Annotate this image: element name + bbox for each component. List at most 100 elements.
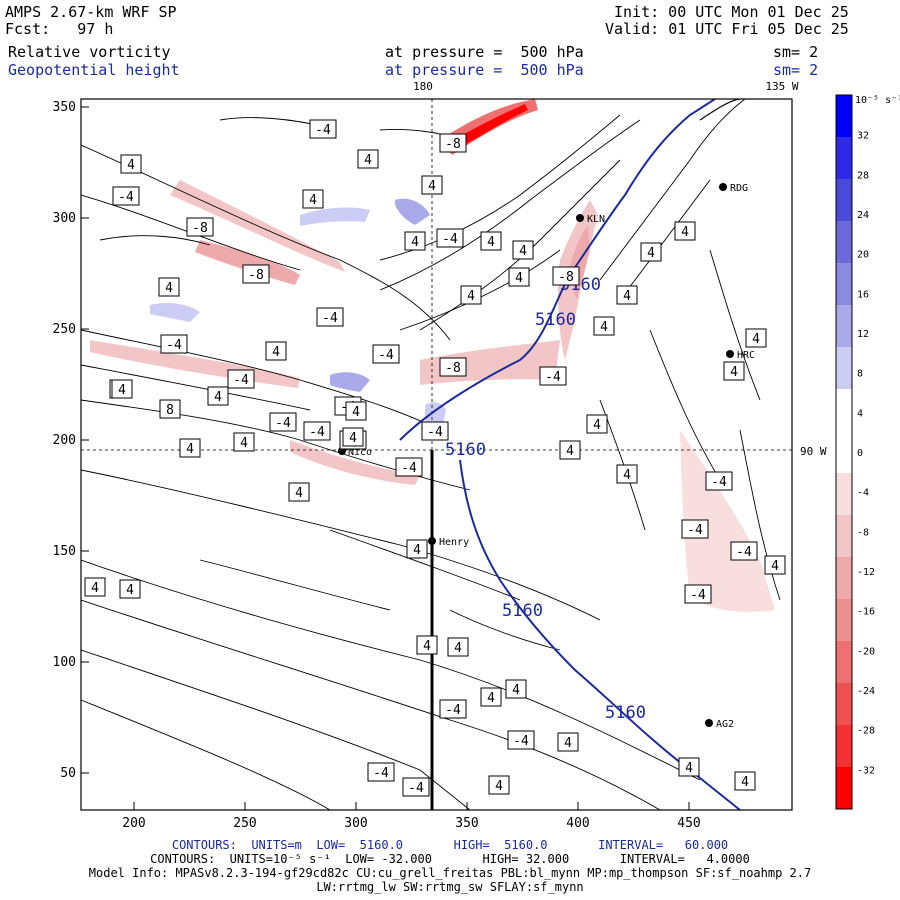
svg-text:-4: -4 xyxy=(322,311,338,326)
station-dot-henry xyxy=(428,537,436,545)
svg-text:4: 4 xyxy=(214,390,222,405)
colorbar-label: 28 xyxy=(857,170,869,181)
svg-text:4: 4 xyxy=(411,235,419,250)
svg-text:4: 4 xyxy=(309,193,317,208)
svg-text:-4: -4 xyxy=(166,338,182,353)
colorbar-swatch xyxy=(836,137,852,180)
vorticity-label-pos: 4 xyxy=(345,401,367,421)
svg-text:-4: -4 xyxy=(513,734,529,749)
colorbar-label: -4 xyxy=(857,488,869,499)
vorticity-label-neg: -4 xyxy=(395,457,423,477)
colorbar-swatch xyxy=(836,347,852,390)
svg-text:4: 4 xyxy=(623,468,631,483)
vorticity-label-pos: 4 xyxy=(421,175,443,195)
vorticity-label-neg: -4 xyxy=(705,471,733,491)
colorbar-label: 20 xyxy=(857,250,869,261)
colorbar-label: -24 xyxy=(857,686,875,697)
vorticity-label-pos: 4 xyxy=(559,440,581,460)
station-markers xyxy=(338,183,734,727)
x-tick-label: 300 xyxy=(344,816,367,831)
vorticity-label-neg: -4 xyxy=(507,730,535,750)
height-label: 5160 xyxy=(535,310,576,330)
vorticity-label-pos: 4 xyxy=(416,635,438,655)
vorticity-label-neg: -4 xyxy=(316,307,344,327)
svg-text:-4: -4 xyxy=(233,373,249,388)
svg-text:4: 4 xyxy=(752,332,760,347)
colorbar-label: -16 xyxy=(857,607,875,618)
vorticity-label-pos: 4 xyxy=(404,231,426,251)
svg-text:4: 4 xyxy=(272,345,280,360)
colorbar-swatch xyxy=(836,389,852,432)
station-dot-hrc xyxy=(726,350,734,358)
height-label: 5160 xyxy=(502,601,543,621)
station-dot-rdg xyxy=(719,183,727,191)
colorbar-label: 24 xyxy=(857,210,869,221)
svg-text:4: 4 xyxy=(165,281,173,296)
colorbar-swatch xyxy=(836,473,852,516)
svg-text:-4: -4 xyxy=(378,348,394,363)
colorbar-swatch xyxy=(836,221,852,264)
vorticity-label-pos: 4 xyxy=(505,679,527,699)
vorticity-label-neg: -4 xyxy=(309,119,337,139)
field2-smoothing: sm= 2 xyxy=(773,61,819,79)
colorbar-swatch xyxy=(836,725,852,768)
svg-text:4: 4 xyxy=(126,583,134,598)
meridian-180-label: 180 xyxy=(413,80,433,93)
svg-text:4: 4 xyxy=(91,581,99,596)
vorticity-label-pos: 4 xyxy=(342,427,364,447)
vorticity-label-pos: 4 xyxy=(406,539,428,559)
svg-text:-4: -4 xyxy=(736,545,752,560)
colorbar-swatch xyxy=(836,263,852,306)
svg-text:-8: -8 xyxy=(558,270,574,285)
svg-text:-8: -8 xyxy=(192,221,208,236)
svg-text:4: 4 xyxy=(467,289,475,304)
vorticity-label-pos: 4 xyxy=(586,414,608,434)
colorbar-label: 12 xyxy=(857,329,869,340)
vorticity-label-pos: 4 xyxy=(616,285,638,305)
svg-text:-4: -4 xyxy=(687,523,703,538)
svg-text:-4: -4 xyxy=(427,425,443,440)
station-label-nico: Nico xyxy=(348,447,372,458)
svg-text:4: 4 xyxy=(600,320,608,335)
vorticity-label-neg: -4 xyxy=(402,777,430,797)
vorticity-label-neg: -4 xyxy=(367,762,395,782)
plot-area: Nico KLN RDG HRC Henry AG2 5160 5160 516… xyxy=(81,99,792,810)
meridian-135w-label: 135 W xyxy=(765,80,798,93)
vorticity-label-pos: 4 xyxy=(302,189,324,209)
x-tick-label: 400 xyxy=(566,816,589,831)
station-dot-ag2 xyxy=(705,719,713,727)
colorbar-swatch xyxy=(836,95,852,138)
init-time: Init: 00 UTC Mon 01 Dec 25 xyxy=(614,3,849,21)
footer-model-info: Model Info: MPASv8.2.3-194-gf29cd82c CU:… xyxy=(88,866,812,880)
vorticity-label-pos: 4 xyxy=(640,242,662,262)
svg-text:4: 4 xyxy=(566,444,574,459)
colorbar-swatch xyxy=(836,431,852,474)
vorticity-label-neg: -8 xyxy=(439,133,467,153)
svg-text:4: 4 xyxy=(487,235,495,250)
y-tick-label: 250 xyxy=(53,322,76,337)
x-tick-label: 250 xyxy=(233,816,256,831)
svg-text:8: 8 xyxy=(166,403,174,418)
station-dot-kln xyxy=(576,214,584,222)
vorticity-label-neg: -4 xyxy=(112,186,140,206)
svg-text:4: 4 xyxy=(186,442,194,457)
vorticity-label-pos: 8 xyxy=(159,399,181,419)
vorticity-label-pos: 4 xyxy=(460,285,482,305)
svg-text:4: 4 xyxy=(515,271,523,286)
colorbar-swatches xyxy=(836,95,852,810)
vorticity-label-pos: 4 xyxy=(158,277,180,297)
svg-text:-4: -4 xyxy=(442,232,458,247)
station-label-rdg: RDG xyxy=(730,183,748,194)
vorticity-label-neg: -4 xyxy=(539,366,567,386)
field1-level: at pressure = 500 hPa xyxy=(385,43,584,61)
svg-text:4: 4 xyxy=(685,761,693,776)
colorbar-swatch xyxy=(836,767,852,810)
svg-text:-4: -4 xyxy=(445,703,461,718)
station-label-henry: Henry xyxy=(439,537,469,548)
colorbar-labels: 32 28 24 20 16 12 8 4 0 -4 -8 -12 -16 -20 -24 -28 -32 xyxy=(857,131,875,777)
footer-height-contours: CONTOURS: UNITS=m LOW= 5160.0 HIGH= 5160… xyxy=(171,838,729,852)
svg-text:-4: -4 xyxy=(373,766,389,781)
colorbar: 10⁻⁵ s⁻¹ 32 28 24 20 16 12 8 4 0 -4 -8 -12 -16 -20 -24… xyxy=(835,94,900,810)
svg-text:4: 4 xyxy=(495,779,503,794)
svg-text:4: 4 xyxy=(364,153,372,168)
